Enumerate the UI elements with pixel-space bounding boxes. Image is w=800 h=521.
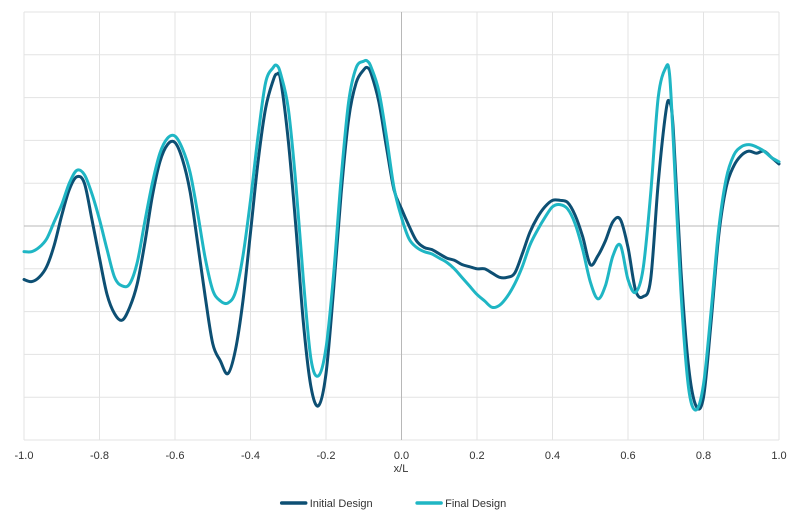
x-tick-label: -0.2: [317, 450, 336, 462]
x-tick-label: 0.4: [545, 450, 560, 462]
x-axis-label: x/L: [394, 463, 409, 475]
legend-label: Initial Design: [310, 498, 373, 510]
x-tick-label: -0.4: [241, 450, 260, 462]
series-lines: [22, 58, 781, 412]
x-tick-label: 0.6: [620, 450, 635, 462]
legend-item-final-design[interactable]: Final Design: [415, 498, 506, 510]
legend-label: Final Design: [445, 498, 506, 510]
legend: Initial Design Final Design: [279, 498, 506, 510]
zero-axis: [24, 12, 779, 440]
x-tick-label: 0.2: [469, 450, 484, 462]
series-line-final-design: [22, 58, 781, 412]
x-tick-label: 0.8: [696, 450, 711, 462]
x-tick-label: -0.8: [90, 450, 109, 462]
x-tick-label: 0.0: [394, 450, 409, 462]
x-tick-label: -1.0: [15, 450, 34, 462]
x-tick-label: -0.6: [166, 450, 185, 462]
legend-item-initial-design[interactable]: Initial Design: [279, 498, 373, 510]
x-axis-ticks: -1.0 -0.8 -0.6 -0.4 -0.2 0.0 0.2 0.4 0.6 0.8 1.0: [15, 450, 787, 462]
x-tick-label: 1.0: [771, 450, 786, 462]
